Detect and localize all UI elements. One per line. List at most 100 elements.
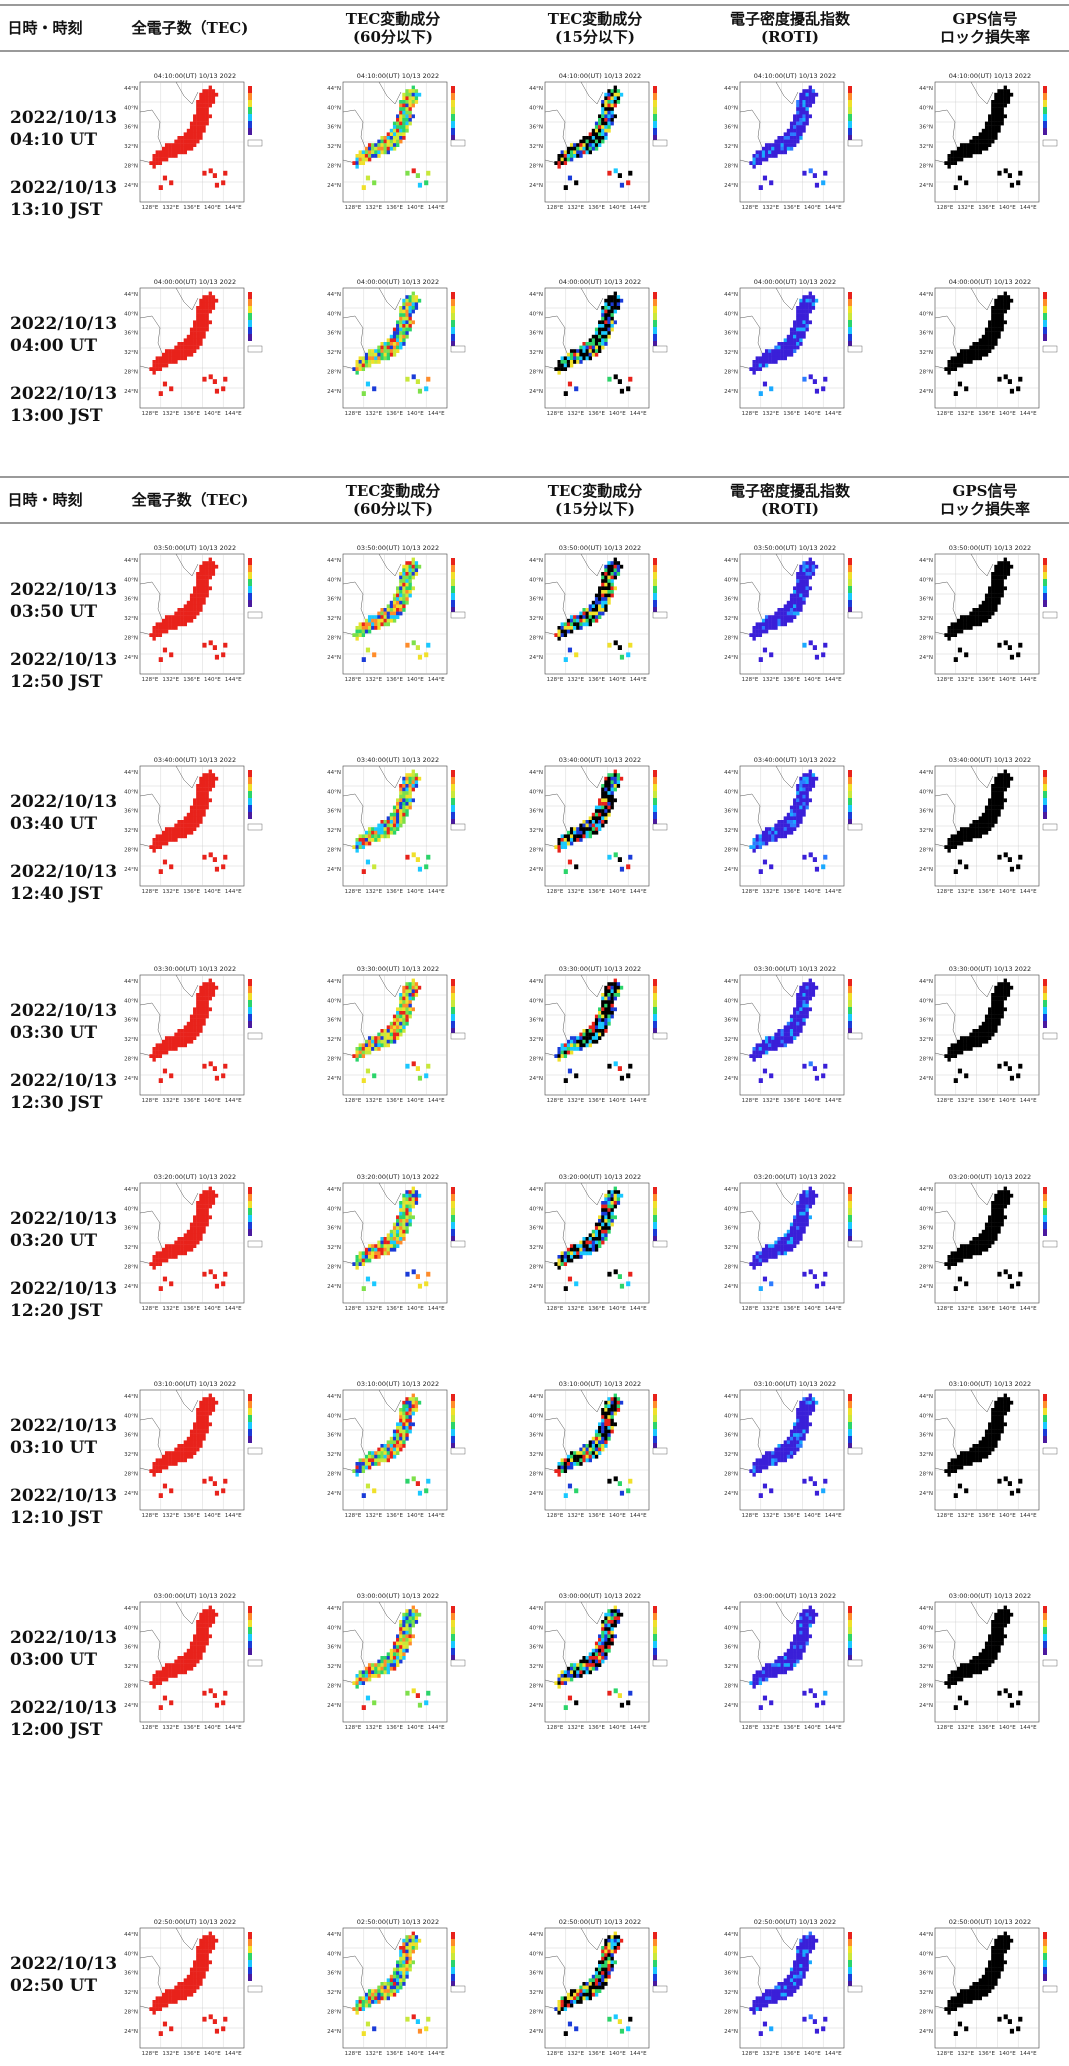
lon-tick: 140°E: [407, 411, 424, 417]
lat-tick: 28°N: [124, 635, 138, 641]
lat-tick: 32°N: [724, 1664, 738, 1670]
lat-tick: 24°N: [724, 1284, 738, 1290]
lon-tick: 136°E: [386, 1513, 403, 1519]
lat-tick: 40°N: [327, 1625, 341, 1631]
lat-tick: 44°N: [327, 558, 341, 564]
lon-tick: 128°E: [142, 2051, 159, 2057]
lat-tick: 44°N: [919, 1606, 933, 1612]
header-row-label: 日時・時刻: [0, 478, 90, 522]
lat-tick: 40°N: [724, 1206, 738, 1212]
map-title: 04:10:00(UT) 10/13 2022: [949, 72, 1031, 80]
lon-tick: 132°E: [567, 677, 584, 683]
lat-tick: 40°N: [529, 311, 543, 317]
colorbar: [848, 770, 852, 826]
jst-time: 2022/10/13 12:00 JST: [10, 1697, 117, 1741]
lat-tick: 32°N: [327, 828, 341, 834]
lon-tick: 144°E: [825, 2051, 842, 2057]
lon-tick: 140°E: [407, 2051, 424, 2057]
lat-tick: 28°N: [327, 847, 341, 853]
colorbar: [1043, 86, 1047, 135]
lat-tick: 40°N: [529, 998, 543, 1004]
lon-tick: 144°E: [1020, 1513, 1037, 1519]
lat-tick: 24°N: [724, 1491, 738, 1497]
lat-tick: 28°N: [529, 1056, 543, 1062]
lat-tick: 40°N: [919, 789, 933, 795]
lat-tick: 32°N: [327, 350, 341, 356]
lat-tick: 28°N: [124, 2009, 138, 2015]
lat-tick: 44°N: [124, 292, 138, 298]
lat-tick: 24°N: [919, 1491, 933, 1497]
lon-tick: 128°E: [142, 411, 159, 417]
lon-tick: 132°E: [162, 1306, 179, 1312]
lon-tick: 140°E: [999, 2051, 1016, 2057]
lat-tick: 24°N: [919, 1284, 933, 1290]
roti-map: 03:50:00(UT) 10/13 202244°N40°N36°N32°N2…: [720, 542, 870, 692]
lat-tick: 24°N: [919, 867, 933, 873]
map-title: 03:50:00(UT) 10/13 2022: [357, 544, 439, 552]
lon-tick: 136°E: [978, 677, 995, 683]
colorbar: [248, 770, 252, 819]
lon-tick: 128°E: [142, 205, 159, 211]
map-title: 03:00:00(UT) 10/13 2022: [154, 1592, 236, 1600]
map-title: 03:40:00(UT) 10/13 2022: [949, 756, 1031, 764]
lat-tick: 32°N: [919, 1452, 933, 1458]
lat-tick: 32°N: [529, 144, 543, 150]
lat-tick: 44°N: [124, 1394, 138, 1400]
lat-tick: 32°N: [124, 1037, 138, 1043]
lat-tick: 40°N: [124, 1413, 138, 1419]
lat-tick: 32°N: [724, 616, 738, 622]
lon-tick: 132°E: [567, 1725, 584, 1731]
lol-map: 04:00:00(UT) 10/13 202244°N40°N36°N32°N2…: [915, 276, 1065, 426]
lon-tick: 132°E: [567, 1513, 584, 1519]
lat-tick: 44°N: [724, 770, 738, 776]
lon-tick: 128°E: [742, 889, 759, 895]
lon-tick: 140°E: [804, 1513, 821, 1519]
lat-tick: 44°N: [919, 1187, 933, 1193]
